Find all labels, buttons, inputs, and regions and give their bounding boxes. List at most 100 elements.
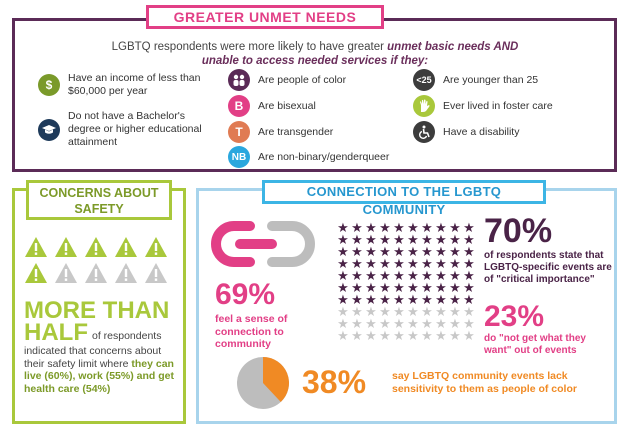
warning-icon	[144, 236, 168, 263]
star-icon: ★	[449, 316, 461, 331]
star-icon: ★	[393, 268, 405, 283]
warning-icon	[54, 236, 78, 263]
star-icon: ★	[407, 304, 419, 319]
need-education: Do not have a Bachelor's degree or highe…	[38, 110, 218, 149]
star-row: ★ ★ ★ ★ ★ ★ ★ ★ ★ ★	[336, 316, 476, 331]
star-icon: ★	[337, 232, 349, 247]
star-icon: ★	[421, 328, 433, 343]
need-disability-label: Have a disability	[443, 125, 520, 138]
transgender-t-icon: T	[228, 121, 250, 143]
star-icon: ★	[337, 244, 349, 259]
star-icon: ★	[435, 220, 447, 235]
star-icon: ★	[337, 328, 349, 343]
star-icon: ★	[407, 328, 419, 343]
star-icon: ★	[365, 292, 377, 307]
star-icon: ★	[337, 316, 349, 331]
star-icon: ★	[337, 280, 349, 295]
star-icon: ★	[463, 268, 475, 283]
star-icon: ★	[365, 244, 377, 259]
star-row: ★ ★ ★ ★ ★ ★ ★ ★ ★ ★	[336, 220, 476, 235]
star-icon: ★	[463, 220, 475, 235]
star-icon: ★	[449, 220, 461, 235]
star-icon: ★	[421, 220, 433, 235]
need-under-25-label: Are younger than 25	[443, 73, 539, 86]
sensitivity-pie	[237, 357, 289, 409]
star-icon: ★	[407, 244, 419, 259]
safety-big-text-2: HALF	[24, 319, 88, 346]
star-icon: ★	[365, 268, 377, 283]
star-icon: ★	[379, 256, 391, 271]
star-icon: ★	[393, 292, 405, 307]
intro-emphasis-text: unmet basic needs AND unable to access n…	[201, 41, 519, 67]
unmet-needs-title: GREATER UNMET NEEDS	[146, 5, 384, 29]
warning-icon	[114, 262, 138, 289]
star-icon: ★	[435, 280, 447, 295]
star-icon: ★	[365, 256, 377, 271]
star-icon: ★	[379, 292, 391, 307]
star-icon: ★	[393, 244, 405, 259]
star-icon: ★	[365, 220, 377, 235]
stat-not-get-value: 23%	[484, 300, 545, 333]
star-icon: ★	[365, 304, 377, 319]
star-icon: ★	[351, 280, 363, 295]
warning-icon	[54, 262, 78, 289]
people-icon	[228, 69, 250, 91]
star-icon: ★	[421, 280, 433, 295]
star-icon: ★	[435, 232, 447, 247]
need-nonbinary: NB Are non-binary/genderqueer	[228, 146, 389, 168]
stat-critical-value: 70%	[484, 212, 553, 250]
star-grid: ★ ★ ★ ★ ★ ★ ★ ★ ★ ★ ★ ★ ★ ★ ★ ★ ★ ★ ★ ★ ★ ★ ★ ★ ★ ★ ★ ★ ★ ★ ★ ★ ★ ★ ★ ★ ★ ★ ★ ★…	[336, 220, 476, 343]
pie-slice	[263, 357, 289, 402]
star-icon: ★	[463, 304, 475, 319]
safety-body-emph: they can live (60%), work (55%) and get …	[24, 357, 174, 395]
need-bisexual-label: Are bisexual	[258, 99, 316, 112]
need-poc-label: Are people of color	[258, 73, 347, 86]
star-icon: ★	[393, 304, 405, 319]
hand-icon	[413, 95, 435, 117]
star-icon: ★	[435, 244, 447, 259]
star-icon: ★	[463, 292, 475, 307]
star-icon: ★	[449, 304, 461, 319]
need-nonbinary-label: Are non-binary/genderqueer	[258, 150, 390, 163]
star-icon: ★	[351, 220, 363, 235]
star-icon: ★	[365, 316, 377, 331]
star-icon: ★	[435, 316, 447, 331]
star-icon: ★	[379, 280, 391, 295]
warning-icon	[114, 236, 138, 263]
star-icon: ★	[379, 316, 391, 331]
star-icon: ★	[435, 304, 447, 319]
warning-icon	[144, 262, 168, 289]
star-icon: ★	[435, 328, 447, 343]
star-icon: ★	[407, 220, 419, 235]
star-row: ★ ★ ★ ★ ★ ★ ★ ★ ★ ★	[336, 280, 476, 295]
warning-icon	[24, 236, 48, 263]
star-icon: ★	[449, 256, 461, 271]
stat-sensitivity-value: 38%	[302, 364, 367, 400]
star-icon: ★	[435, 268, 447, 283]
chain-link-icon	[211, 221, 315, 267]
star-icon: ★	[365, 328, 377, 343]
star-icon: ★	[393, 220, 405, 235]
need-under-25: <25 Are younger than 25	[413, 69, 538, 91]
dollar-icon: $	[38, 74, 60, 96]
star-icon: ★	[351, 268, 363, 283]
star-icon: ★	[407, 268, 419, 283]
need-bisexual: B Are bisexual	[228, 95, 316, 117]
star-icon: ★	[463, 232, 475, 247]
star-icon: ★	[351, 232, 363, 247]
star-icon: ★	[337, 220, 349, 235]
star-icon: ★	[463, 316, 475, 331]
star-icon: ★	[421, 256, 433, 271]
star-row: ★ ★ ★ ★ ★ ★ ★ ★ ★ ★	[336, 256, 476, 271]
star-icon: ★	[463, 244, 475, 259]
star-icon: ★	[393, 280, 405, 295]
warning-icon	[24, 262, 48, 289]
need-transgender: T Are transgender	[228, 121, 333, 143]
star-icon: ★	[393, 328, 405, 343]
star-icon: ★	[365, 280, 377, 295]
star-icon: ★	[421, 316, 433, 331]
need-poc: Are people of color	[228, 69, 346, 91]
need-income: $ Have an income of less than $60,000 pe…	[38, 72, 213, 98]
star-icon: ★	[379, 232, 391, 247]
star-icon: ★	[407, 232, 419, 247]
